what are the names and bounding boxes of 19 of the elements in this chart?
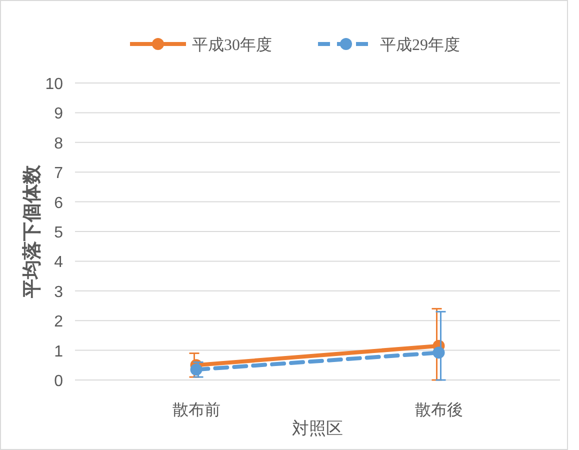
legend-label: 平成29年度 — [380, 36, 460, 54]
y-tick-label: 2 — [54, 314, 64, 331]
y-tick-label: 8 — [54, 135, 64, 152]
y-tick-label: 10 — [45, 76, 64, 93]
x-tick-label: 散布前 — [172, 401, 220, 419]
y-tick-label: 3 — [54, 284, 64, 301]
y-tick-label: 1 — [54, 343, 64, 360]
x-tick-label: 散布後 — [414, 401, 463, 419]
y-tick-label: 0 — [54, 373, 64, 390]
y-tick-label: 6 — [54, 194, 64, 212]
y-tick-label: 9 — [54, 106, 64, 123]
y-tick-label: 7 — [54, 165, 64, 182]
point — [432, 346, 445, 359]
y-tick-label: 4 — [54, 254, 64, 272]
point — [190, 364, 202, 376]
y-tick-label: 5 — [54, 224, 64, 242]
x-axis-title: 対照区 — [292, 419, 343, 438]
legend-label: 平成30年度 — [192, 36, 272, 54]
y-axis-title: 平均落下個体数 — [21, 164, 43, 299]
